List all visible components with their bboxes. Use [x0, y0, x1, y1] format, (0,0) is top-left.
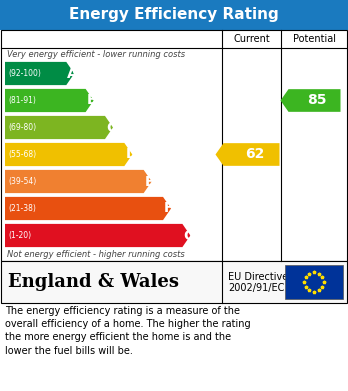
Bar: [0, 0, 348, 30]
Text: (21-38): (21-38): [8, 204, 36, 213]
Text: Very energy efficient - lower running costs: Very energy efficient - lower running co…: [7, 50, 185, 59]
Text: Not energy efficient - higher running costs: Not energy efficient - higher running co…: [7, 250, 185, 259]
Text: 2002/91/EC: 2002/91/EC: [228, 283, 284, 293]
Text: The energy efficiency rating is a measure of the
overall efficiency of a home. T: The energy efficiency rating is a measur…: [5, 306, 251, 355]
Polygon shape: [5, 170, 152, 193]
Bar: [1, 261, 347, 303]
Text: B: B: [87, 93, 97, 108]
Polygon shape: [5, 197, 171, 220]
Text: F: F: [164, 201, 174, 215]
Text: EU Directive: EU Directive: [228, 272, 288, 282]
Text: D: D: [125, 147, 137, 161]
Text: (69-80): (69-80): [8, 123, 36, 132]
Text: (39-54): (39-54): [8, 177, 36, 186]
Polygon shape: [5, 89, 94, 112]
Text: Current: Current: [233, 34, 270, 44]
Polygon shape: [5, 143, 132, 166]
Polygon shape: [5, 116, 113, 139]
Polygon shape: [5, 62, 74, 85]
Text: (81-91): (81-91): [8, 96, 36, 105]
Text: C: C: [106, 120, 116, 135]
Text: G: G: [183, 228, 195, 242]
Text: A: A: [67, 66, 78, 81]
Polygon shape: [280, 89, 340, 112]
Text: (1-20): (1-20): [8, 231, 31, 240]
Text: 62: 62: [245, 147, 264, 161]
Bar: [1, 30, 347, 261]
Polygon shape: [215, 143, 279, 166]
Text: (55-68): (55-68): [8, 150, 36, 159]
Polygon shape: [5, 224, 190, 247]
Text: E: E: [145, 174, 154, 188]
Text: England & Wales: England & Wales: [8, 273, 179, 291]
Bar: [285, 265, 343, 299]
Text: Energy Efficiency Rating: Energy Efficiency Rating: [69, 7, 279, 23]
Text: 85: 85: [307, 93, 326, 108]
Text: Potential: Potential: [293, 34, 336, 44]
Text: (92-100): (92-100): [8, 69, 41, 78]
